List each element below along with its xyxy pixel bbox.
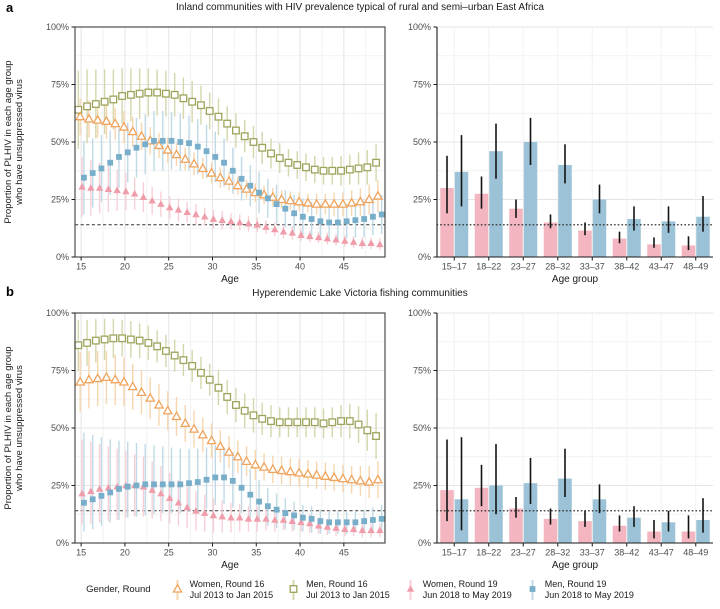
svg-text:45: 45 xyxy=(339,262,349,272)
svg-text:40: 40 xyxy=(295,548,305,558)
svg-text:35: 35 xyxy=(251,548,261,558)
svg-text:0%: 0% xyxy=(56,538,69,548)
legend-sublabel: Jun 2018 to May 2019 xyxy=(422,589,512,600)
svg-text:25: 25 xyxy=(164,262,174,272)
svg-text:50%: 50% xyxy=(51,137,69,147)
svg-text:35: 35 xyxy=(251,262,261,272)
svg-text:25: 25 xyxy=(164,548,174,558)
svg-text:75%: 75% xyxy=(51,80,69,90)
panel-a-title: Inland communities with HIV prevalence t… xyxy=(176,2,544,13)
svg-text:20: 20 xyxy=(120,548,130,558)
svg-text:18–22: 18–22 xyxy=(476,548,501,558)
svg-text:23–27: 23–27 xyxy=(511,548,536,558)
svg-text:33–37: 33–37 xyxy=(580,262,605,272)
legend-sublabel: Jul 2013 to Jan 2015 xyxy=(189,589,274,600)
svg-text:50%: 50% xyxy=(51,423,69,433)
svg-text:Age: Age xyxy=(221,560,239,571)
legend-label: Men, Round 16 xyxy=(306,578,368,589)
svg-text:38–42: 38–42 xyxy=(614,548,639,558)
svg-text:25%: 25% xyxy=(413,481,431,491)
svg-text:38–42: 38–42 xyxy=(614,262,639,272)
legend-item-women-r16: Women, Round 16 Jul 2013 to Jan 2015 xyxy=(170,576,274,604)
legend-sublabel: Jun 2018 to May 2019 xyxy=(544,589,634,600)
panel-a-bar-chart: 0% 25% 50% 75% 100% 15–17 18–22 23–27 28–32 33–37… xyxy=(408,22,714,285)
svg-text:20: 20 xyxy=(120,262,130,272)
open-square-pointrange-icon xyxy=(289,579,298,600)
svg-text:15–17: 15–17 xyxy=(442,548,467,558)
svg-text:0%: 0% xyxy=(418,252,431,262)
svg-text:75%: 75% xyxy=(413,366,431,376)
svg-text:48–49: 48–49 xyxy=(683,548,708,558)
svg-text:25%: 25% xyxy=(413,195,431,205)
svg-text:45: 45 xyxy=(339,548,349,558)
legend-label: Men, Round 19 xyxy=(544,578,607,589)
legend-label: Women, Round 16 xyxy=(189,578,265,589)
svg-text:15: 15 xyxy=(76,262,86,272)
svg-text:15: 15 xyxy=(76,548,86,558)
panel-b-bar-chart: 0% 25% 50% 75% 100% 15–17 18–22 23–27 28–32 33–37… xyxy=(408,308,714,571)
svg-text:30: 30 xyxy=(207,548,217,558)
svg-text:Age: Age xyxy=(221,274,239,285)
panel-a-line-chart: 0% 25% 50% 75% 100% 15 20 25 30 35 40 45 Age Proporti… xyxy=(3,22,386,285)
panel-b-title: Hyperendemic Lake Victoria fishing commu… xyxy=(252,288,468,299)
svg-text:75%: 75% xyxy=(51,366,69,376)
svg-text:75%: 75% xyxy=(413,80,431,90)
svg-text:48–49: 48–49 xyxy=(683,262,708,272)
svg-text:0%: 0% xyxy=(56,252,69,262)
panel-b-letter: b xyxy=(6,284,14,299)
svg-text:100%: 100% xyxy=(46,308,69,318)
legend-item-women-r19: Women, Round 19 Jun 2018 to May 2019 xyxy=(403,576,512,604)
legend: Gender, Round Women, Round 16 Jul 2013 t… xyxy=(0,570,720,609)
svg-text:Proportion of PLHIV in each ag: Proportion of PLHIV in each age group xyxy=(3,346,14,509)
legend-item-men-r19: Men, Round 19 Jun 2018 to May 2019 xyxy=(525,576,634,604)
legend-sublabel: Jul 2013 to Jan 2015 xyxy=(306,589,390,600)
legend-label: Women, Round 19 xyxy=(422,578,498,589)
filled-square-pointrange-icon xyxy=(529,579,536,600)
svg-text:28–32: 28–32 xyxy=(545,548,570,558)
svg-text:40: 40 xyxy=(295,262,305,272)
svg-text:100%: 100% xyxy=(46,22,69,32)
svg-text:100%: 100% xyxy=(408,22,431,32)
svg-text:15–17: 15–17 xyxy=(442,262,467,272)
svg-text:50%: 50% xyxy=(413,137,431,147)
svg-text:Age group: Age group xyxy=(552,560,599,571)
svg-text:28–32: 28–32 xyxy=(545,262,570,272)
svg-text:25%: 25% xyxy=(51,195,69,205)
svg-text:who have unsuppressed virus: who have unsuppressed virus xyxy=(14,365,25,492)
svg-text:30: 30 xyxy=(207,262,217,272)
svg-text:50%: 50% xyxy=(413,423,431,433)
svg-text:25%: 25% xyxy=(51,481,69,491)
legend-title: Gender, Round xyxy=(86,584,151,595)
svg-text:43–47: 43–47 xyxy=(649,262,674,272)
svg-text:0%: 0% xyxy=(418,538,431,548)
svg-text:23–27: 23–27 xyxy=(511,262,536,272)
svg-text:Age group: Age group xyxy=(552,274,599,285)
panel-b-line-chart: 0% 25% 50% 75% 100% 15 20 25 30 35 40 45 Age Proporti… xyxy=(3,308,386,571)
open-triangle-pointrange-icon xyxy=(171,579,183,600)
svg-text:18–22: 18–22 xyxy=(476,262,501,272)
svg-text:Proportion of PLHIV in each ag: Proportion of PLHIV in each age group xyxy=(3,60,14,223)
svg-text:43–47: 43–47 xyxy=(649,548,674,558)
svg-text:100%: 100% xyxy=(408,308,431,318)
filled-triangle-pointrange-icon xyxy=(406,579,414,600)
svg-text:33–37: 33–37 xyxy=(580,548,605,558)
panel-a-letter: a xyxy=(6,0,14,15)
svg-text:who have unsuppressed virus: who have unsuppressed virus xyxy=(14,79,25,206)
legend-item-men-r16: Men, Round 16 Jul 2013 to Jan 2015 xyxy=(286,576,390,604)
